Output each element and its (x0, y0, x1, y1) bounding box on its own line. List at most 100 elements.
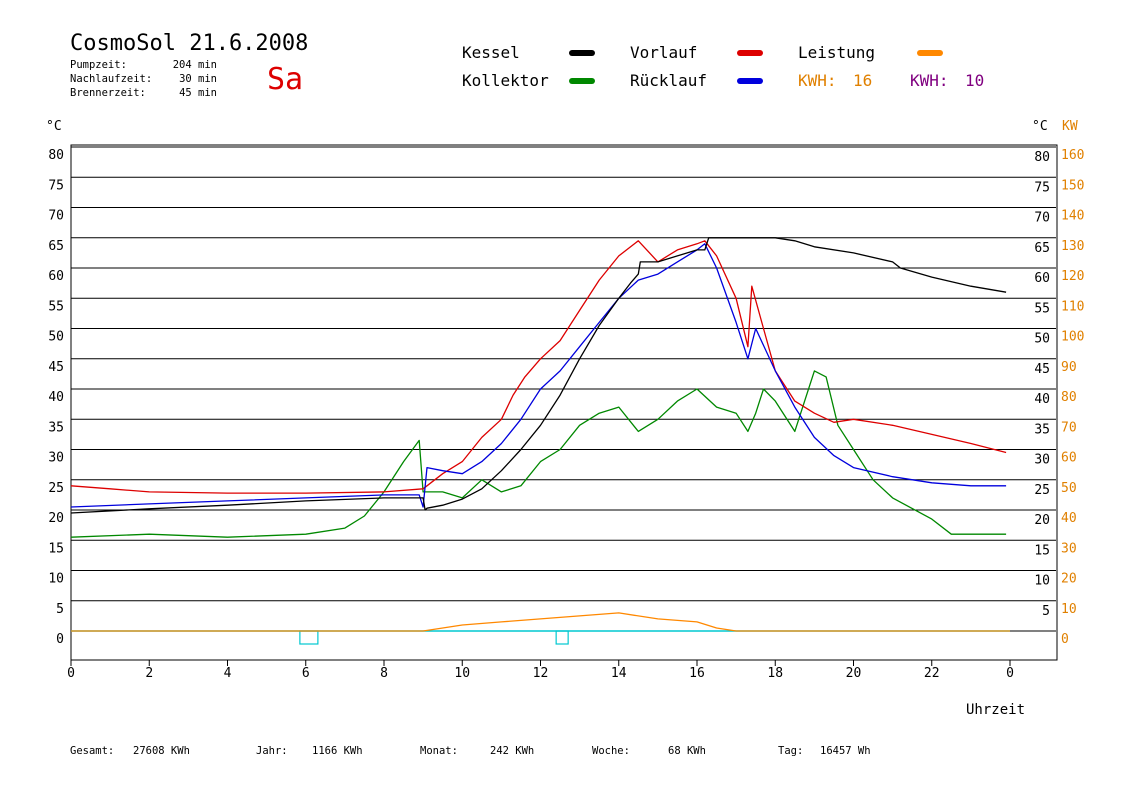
plot-area (70, 237, 1010, 645)
y-right-tick-label: 55 (1034, 301, 1050, 316)
y-right-tick-label: 25 (1034, 483, 1050, 498)
y-right-tick-label: 20 (1034, 513, 1050, 528)
right-unit-kw-label: KW (1062, 119, 1078, 134)
footer-label: Monat: (420, 745, 458, 757)
kw-tick-label: 150 (1061, 178, 1084, 193)
tick-labels: 0510152025303540455055606570758051015202… (48, 148, 1084, 681)
kw-tick-label: 70 (1061, 420, 1077, 435)
kw-tick-label: 110 (1061, 299, 1084, 314)
y-right-tick-label: 15 (1034, 543, 1050, 558)
y-tick-label: 35 (48, 420, 64, 435)
series-line-kessel (70, 237, 1007, 514)
y-right-tick-label: 45 (1034, 362, 1050, 377)
y-tick-label: 5 (56, 602, 64, 617)
info-value: 204 min (173, 59, 217, 71)
axis-units: °C °C KW Uhrzeit (46, 119, 1078, 718)
x-tick-label: 4 (224, 666, 232, 681)
runtime-info: Pumpzeit: 204 min Nachlaufzeit: 30 min Brenn… (70, 59, 217, 99)
y-tick-label: 80 (48, 148, 64, 163)
kw-tick-label: 50 (1061, 481, 1077, 496)
chart-header: CosmoSol 21.6.2008 Sa Pumpzeit: 204 min Na… (70, 31, 308, 99)
footer-label: Jahr: (256, 745, 288, 757)
series-line-ruecklauf (70, 243, 1007, 508)
plot-frame (70, 144, 1058, 661)
y-tick-label: 15 (48, 541, 64, 556)
y-right-tick-label: 60 (1034, 271, 1050, 286)
kw-tick-label: 20 (1061, 572, 1077, 587)
footer-value: 27608 KWh (133, 745, 190, 757)
y-right-tick-label: 5 (1042, 604, 1050, 619)
kwh-value: 16 (853, 71, 872, 90)
kw-tick-label: 140 (1061, 209, 1084, 224)
footer-label: Gesamt: (70, 745, 114, 757)
series-line-leistung (71, 612, 1010, 632)
y-tick-label: 20 (48, 511, 64, 526)
info-label: Pumpzeit: (70, 59, 127, 71)
chart-title: CosmoSol 21.6.2008 (70, 31, 308, 56)
kw-tick-label: 160 (1061, 148, 1084, 163)
legend-label: Leistung (798, 43, 875, 62)
legend-label: Rücklauf (630, 71, 707, 90)
y-right-tick-label: 65 (1034, 241, 1050, 256)
legend: Kessel Vorlauf Leistung Kollektor Rücklauf KW… (462, 43, 984, 90)
y-tick-label: 25 (48, 481, 64, 496)
kw-tick-label: 120 (1061, 269, 1084, 284)
y-right-tick-label: 40 (1034, 392, 1050, 407)
x-tick-label: 12 (533, 666, 549, 681)
y-tick-label: 10 (48, 572, 64, 587)
x-tick-label: 16 (689, 666, 705, 681)
y-tick-label: 30 (48, 451, 64, 466)
grid (70, 144, 1058, 661)
x-tick-label: 2 (145, 666, 153, 681)
kw-tick-label: 130 (1061, 239, 1084, 254)
kwh-label: KWH: (910, 71, 949, 90)
legend-label: Kollektor (462, 71, 549, 90)
kw-tick-label: 40 (1061, 511, 1077, 526)
y-right-tick-label: 75 (1034, 180, 1050, 195)
x-tick-label: 0 (1006, 666, 1014, 681)
y-tick-label: 45 (48, 360, 64, 375)
y-tick-label: 70 (48, 209, 64, 224)
footer-value: 242 KWh (490, 745, 534, 757)
y-tick-label: 40 (48, 390, 64, 405)
x-tick-label: 10 (454, 666, 470, 681)
x-tick-label: 14 (611, 666, 627, 681)
y-right-tick-label: 80 (1034, 150, 1050, 165)
weekday-label: Sa (267, 62, 303, 97)
y-right-tick-label: 10 (1034, 574, 1050, 589)
legend-label: Kessel (462, 43, 520, 62)
pump-marker (555, 630, 569, 645)
footer-totals: Gesamt: 27608 KWh Jahr: 1166 KWh Monat: 242 K… (70, 745, 871, 757)
series-line-kollektor (70, 370, 1007, 538)
kwh-value: 10 (965, 71, 984, 90)
kw-tick-label: 30 (1061, 541, 1077, 556)
kw-tick-label: 100 (1061, 330, 1084, 345)
x-tick-label: 8 (380, 666, 388, 681)
y-right-tick-label: 70 (1034, 211, 1050, 226)
y-tick-label: 0 (56, 632, 64, 647)
y-tick-label: 65 (48, 239, 64, 254)
kw-tick-label: 90 (1061, 360, 1077, 375)
y-tick-label: 75 (48, 178, 64, 193)
info-label: Brennerzeit: (70, 87, 146, 99)
y-tick-label: 55 (48, 299, 64, 314)
y-right-tick-label: 35 (1034, 422, 1050, 437)
footer-label: Woche: (592, 745, 630, 757)
info-value: 30 min (179, 73, 217, 85)
footer-value: 1166 KWh (312, 745, 363, 757)
y-right-tick-label: 30 (1034, 453, 1050, 468)
info-value: 45 min (179, 87, 217, 99)
kw-tick-label: 60 (1061, 451, 1077, 466)
footer-label: Tag: (778, 745, 803, 757)
x-tick-label: 22 (924, 666, 940, 681)
x-axis-label: Uhrzeit (966, 702, 1025, 718)
footer-value: 68 KWh (668, 745, 706, 757)
x-tick-label: 6 (302, 666, 310, 681)
y-tick-label: 50 (48, 330, 64, 345)
x-tick-label: 0 (67, 666, 75, 681)
right-unit-c-label: °C (1032, 119, 1048, 134)
kw-tick-label: 80 (1061, 390, 1077, 405)
kw-tick-label: 0 (1061, 632, 1069, 647)
y-tick-label: 60 (48, 269, 64, 284)
